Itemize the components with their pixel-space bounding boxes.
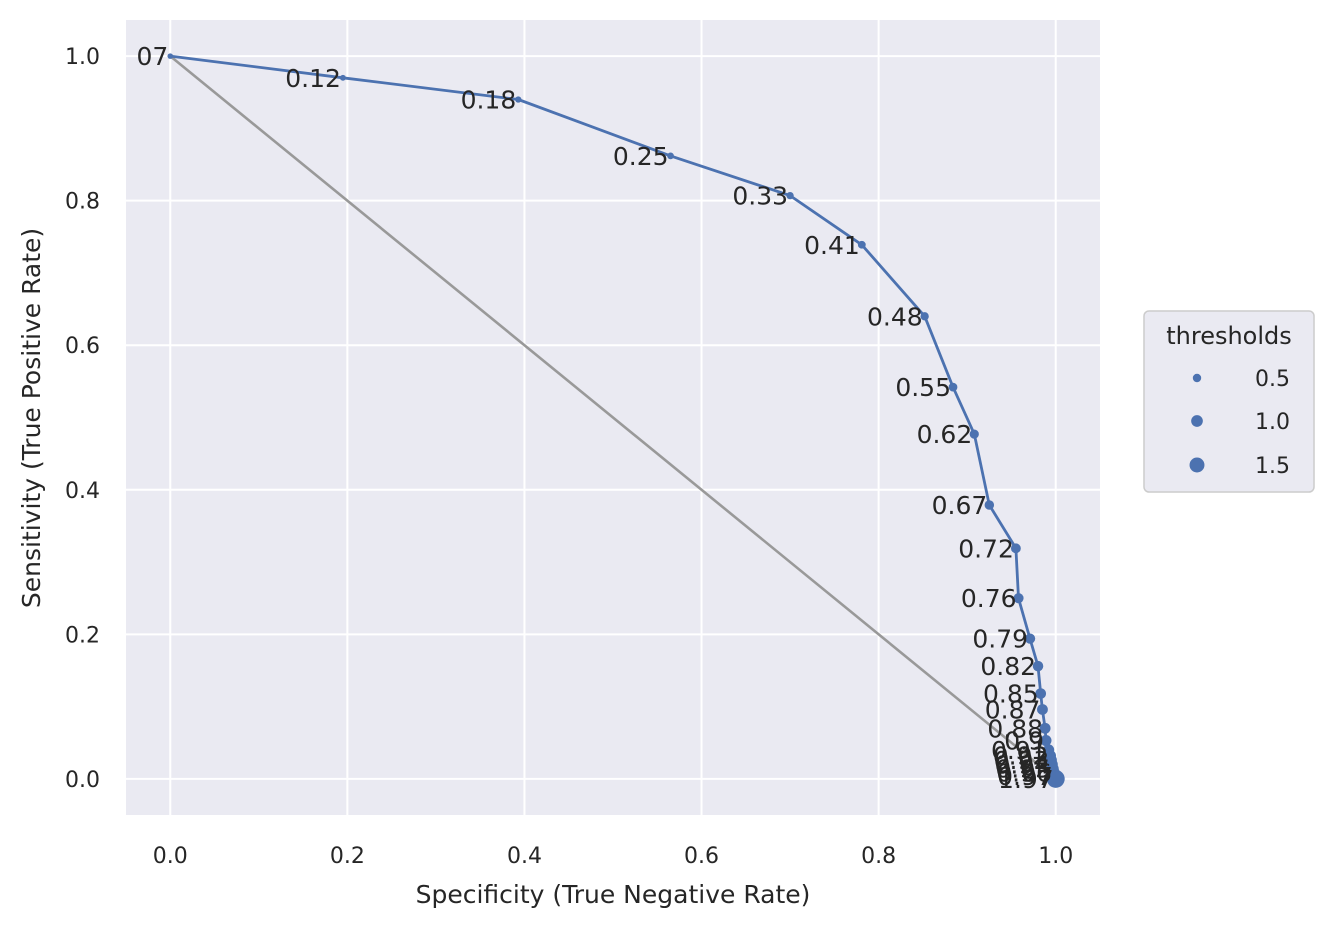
reference-diagonal [169, 55, 1057, 780]
threshold-label: 0.97 [997, 762, 1053, 791]
threshold-label: 0.48 [867, 302, 923, 331]
legend-marker [1192, 373, 1202, 383]
threshold-label: 0.93 [994, 746, 1050, 775]
x-axis-label: Specificity (True Negative Rate) [416, 880, 811, 909]
reference-line [169, 55, 1057, 780]
y-tick-label: 1.0 [65, 45, 100, 70]
y-tick-label: 0.6 [65, 334, 100, 359]
x-tick-label: 0.4 [507, 844, 542, 869]
threshold-label: 0.82 [980, 652, 1036, 681]
threshold-label: 0.18 [461, 86, 517, 115]
roc-point [1035, 688, 1047, 699]
y-tick-label: 0.8 [65, 190, 100, 215]
y-axis-label: Sensitivity (True Positive Rate) [17, 228, 46, 608]
threshold-label: 0.88 [987, 714, 1043, 743]
y-tick-label: 0.0 [65, 768, 100, 793]
legend-marker [1189, 457, 1205, 473]
roc-point [339, 74, 346, 81]
roc-point [1013, 593, 1024, 604]
roc-point [1046, 769, 1065, 788]
legend-box [1143, 310, 1315, 493]
x-tick-labels: 0.0 0.2 0.4 0.6 0.8 1.0 [153, 844, 1073, 869]
threshold-label: 0.62 [917, 420, 973, 449]
y-tick-label: 0.2 [65, 623, 100, 648]
roc-point [515, 96, 522, 103]
threshold-label: 0.91 [991, 736, 1047, 765]
threshold-label: 0.25 [613, 142, 669, 171]
legend-label: 1.5 [1255, 454, 1290, 479]
y-tick-labels: 0.0 0.2 0.4 0.6 0.8 1.0 [65, 45, 100, 793]
x-tick-label: 1.0 [1038, 844, 1073, 869]
threshold-labels: 07 0.12 0.18 0.25 0.33 0.41 0.48 0.55 0.62 0.67 0.… [136, 42, 1053, 794]
threshold-label: 0.85 [983, 680, 1039, 709]
threshold-label: 0.96 [996, 758, 1052, 787]
x-tick-label: 0.8 [861, 844, 896, 869]
x-tick-label: 0.0 [153, 844, 188, 869]
x-tick-label: 0.2 [330, 844, 365, 869]
threshold-label: 0.76 [961, 584, 1017, 613]
roc-point [1032, 660, 1044, 672]
roc-series [167, 53, 1065, 788]
threshold-label: 0.33 [732, 182, 788, 211]
threshold-label: 0.94 [995, 750, 1051, 779]
roc-point [1037, 704, 1048, 715]
threshold-label: 0.12 [285, 64, 341, 93]
threshold-label: 1.97 [998, 765, 1054, 794]
roc-point [167, 53, 174, 59]
roc-point [1010, 543, 1021, 554]
legend-marker [1191, 415, 1203, 427]
roc-point [984, 500, 995, 510]
roc-point [1039, 722, 1051, 734]
threshold-label: 0.79 [972, 625, 1028, 654]
threshold-label: 0.9 [1004, 727, 1044, 756]
roc-point [920, 312, 929, 321]
roc-point [667, 152, 674, 160]
roc-point [786, 191, 794, 200]
threshold-label: 0.72 [958, 534, 1014, 563]
y-tick-label: 0.4 [65, 479, 100, 504]
roc-point [1024, 633, 1036, 644]
threshold-label: 07 [136, 42, 168, 71]
roc-point [1040, 735, 1052, 747]
legend-label: 0.5 [1255, 367, 1290, 392]
legend-label: 1.0 [1255, 410, 1290, 435]
x-tick-label: 0.6 [684, 844, 719, 869]
threshold-label: 0.55 [895, 373, 951, 402]
legend: thresholds 0.5 1.0 1.5 [1143, 310, 1315, 493]
legend-title: thresholds [1166, 322, 1292, 350]
roc-point [969, 429, 979, 439]
roc-point [948, 382, 958, 392]
threshold-label: 0.67 [932, 491, 988, 520]
threshold-label: 0.95 [995, 755, 1051, 784]
threshold-label: 0.92 [993, 742, 1049, 771]
roc-point [857, 240, 866, 249]
threshold-label: 0.41 [804, 231, 860, 260]
threshold-label: 0.87 [985, 695, 1041, 724]
